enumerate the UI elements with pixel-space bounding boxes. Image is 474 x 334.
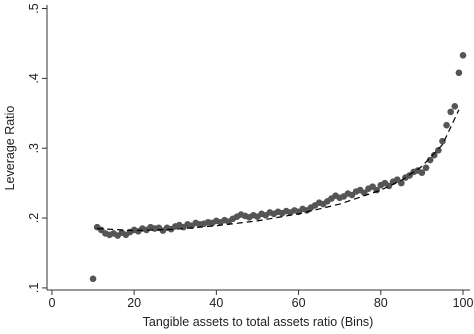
point	[459, 51, 467, 59]
point	[89, 275, 97, 283]
point	[439, 137, 446, 145]
x-tick-label: 40	[209, 296, 223, 310]
x-axis-title: Tangible assets to total assets ratio (B…	[143, 315, 374, 329]
point	[447, 108, 454, 116]
y-tick-label: .1	[27, 283, 41, 293]
y-tick-label: .4	[27, 73, 41, 83]
point	[455, 69, 463, 77]
x-tick-label: 80	[374, 296, 388, 310]
point	[426, 156, 434, 164]
y-axis-title: Leverage Ratio	[3, 106, 17, 191]
y-tick-label: .3	[27, 143, 41, 153]
x-tick-label: 100	[453, 296, 474, 310]
point	[435, 146, 442, 154]
point	[422, 164, 430, 172]
fitted-line	[97, 109, 460, 232]
point	[430, 151, 438, 159]
y-tick-label: .2	[27, 213, 41, 223]
point	[443, 121, 450, 129]
point	[398, 179, 405, 187]
x-tick-label: 60	[292, 296, 306, 310]
x-tick-label: 20	[127, 296, 141, 310]
y-tick-label: .5	[27, 3, 41, 13]
point	[451, 102, 459, 110]
point	[418, 169, 426, 176]
x-tick-label: 0	[48, 296, 55, 310]
